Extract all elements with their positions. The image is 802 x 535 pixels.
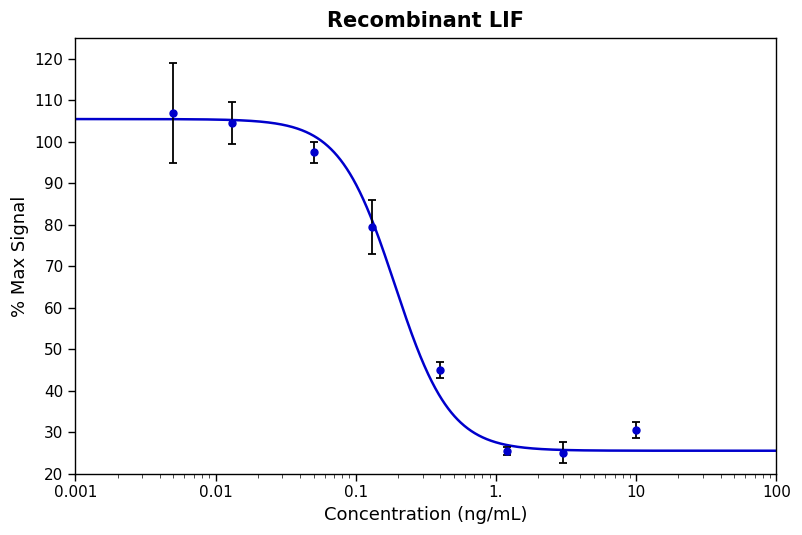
X-axis label: Concentration (ng/mL): Concentration (ng/mL) [324,506,528,524]
Y-axis label: % Max Signal: % Max Signal [11,195,29,317]
Title: Recombinant LIF: Recombinant LIF [327,11,525,31]
